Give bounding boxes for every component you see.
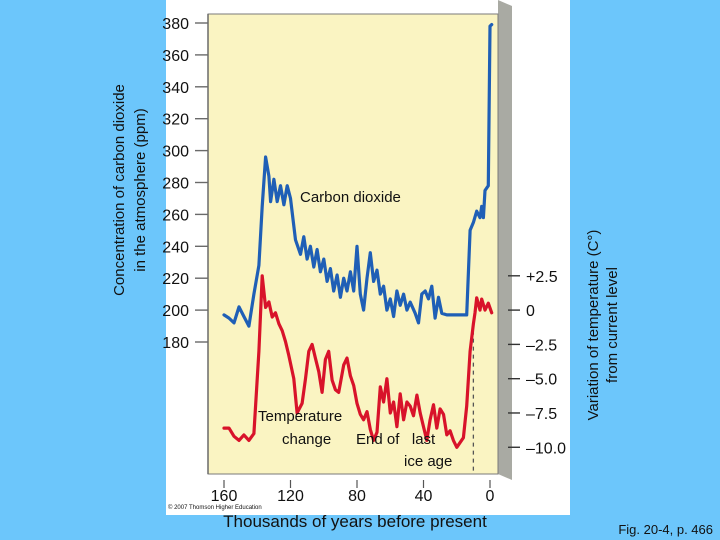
right-tick-label: –10.0 — [526, 440, 566, 457]
right-tick-label: –7.5 — [526, 406, 557, 423]
x-tick-label: 160 — [211, 488, 238, 505]
x-tick-label: 120 — [277, 488, 304, 505]
left-tick-label: 180 — [162, 335, 189, 352]
left-tick-label: 280 — [162, 176, 189, 193]
copyright-text: © 2007 Thomson Higher Education — [168, 504, 262, 511]
x-axis-title: Thousands of years before present — [223, 512, 487, 531]
left-tick-label: 320 — [162, 112, 189, 129]
left-tick-label: 300 — [162, 144, 189, 161]
right-axis-title-line1: Variation of temperature (C°) — [585, 230, 602, 421]
left-tick-label: 340 — [162, 80, 189, 97]
left-tick-label: 240 — [162, 239, 189, 256]
annotation-carbon-dioxide: Carbon dioxide — [300, 189, 401, 206]
figure-caption: Fig. 20-4, p. 466 — [618, 522, 713, 537]
series-line-carbon-dioxide — [222, 23, 494, 328]
x-tick-label: 80 — [348, 488, 366, 505]
x-tick-label: 0 — [486, 488, 495, 505]
x-axis-ticks: 160 120 80 40 0 — [211, 480, 495, 505]
right-tick-label: +2.5 — [526, 269, 558, 286]
x-tick-label: 40 — [415, 488, 433, 505]
right-tick-label: –2.5 — [526, 337, 557, 354]
right-axis-ticks: +2.5 0 –2.5 –5.0 –7.5 –10.0 — [508, 269, 566, 457]
right-tick-label: –5.0 — [526, 372, 557, 389]
annotation-end-of-last: End of last — [356, 431, 436, 448]
plot-area — [207, 13, 499, 475]
annotation-ice-age: ice age — [404, 453, 452, 470]
left-tick-label: 220 — [162, 271, 189, 288]
series-line-temperature — [222, 274, 494, 449]
left-tick-label: 380 — [162, 16, 189, 33]
left-tick-label: 360 — [162, 48, 189, 65]
left-tick-label: 260 — [162, 207, 189, 224]
plot-box-side — [498, 0, 512, 480]
left-axis-title-line1: Concentration of carbon dioxide — [111, 84, 128, 296]
left-axis-ticks: 180 200 220 240 260 280 300 320 340 360 380 — [162, 16, 208, 352]
right-axis-title-line2: from current level — [604, 267, 621, 383]
left-tick-label: 200 — [162, 303, 189, 320]
annotation-temperature: Temperature — [258, 408, 342, 425]
annotation-change: change — [282, 431, 331, 448]
left-axis-title-line2: in the atmosphere (ppm) — [132, 108, 149, 271]
right-tick-label: 0 — [526, 303, 535, 320]
